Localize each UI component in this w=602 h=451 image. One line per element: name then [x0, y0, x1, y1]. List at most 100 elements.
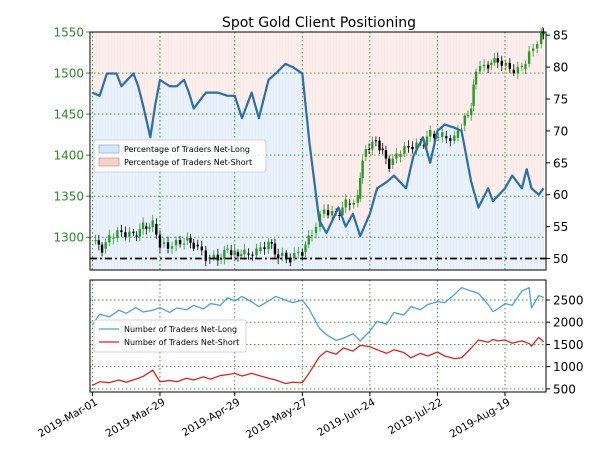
candle-body: [527, 51, 531, 64]
candle-body: [94, 240, 97, 242]
net-short-band: [227, 32, 236, 96]
net-long-band: [386, 178, 395, 270]
candle-body: [361, 160, 364, 179]
net-short-band: [531, 32, 540, 192]
legend-entry: Percentage of Traders Net-Long: [124, 145, 250, 154]
y-right-tick-label: 80: [553, 61, 568, 75]
candle-body: [124, 232, 127, 237]
candle-body: [478, 66, 482, 72]
y-right-tick-label: 60: [553, 188, 568, 202]
candle-body: [226, 248, 229, 250]
net-short-band: [92, 32, 101, 95]
candle-body: [189, 237, 192, 243]
candle-body: [512, 69, 516, 74]
net-long-band: [538, 191, 545, 270]
candle-body: [456, 130, 460, 138]
candle-body: [273, 243, 277, 255]
candle-body: [108, 235, 111, 243]
candle-body: [539, 32, 543, 44]
net-long-band: [526, 178, 533, 270]
x-tick-label: 2019-Jul-22: [386, 396, 445, 437]
net-long-band: [285, 65, 294, 270]
net-short-band: [292, 32, 303, 71]
net-long-band: [258, 98, 270, 271]
net-short-count-line: [92, 336, 545, 386]
candle-body: [192, 242, 195, 249]
candle-body: [472, 84, 475, 106]
net-long-band: [302, 108, 311, 271]
candle-body: [293, 253, 296, 259]
candle-body: [463, 115, 466, 126]
net-long-band: [217, 94, 229, 271]
candle-body: [326, 210, 330, 216]
net-short-band: [159, 32, 171, 84]
x-tick-label: 2019-Mar-01: [36, 396, 100, 440]
net-short-band: [188, 32, 195, 101]
net-short-band: [326, 32, 340, 221]
candle-body: [247, 253, 250, 255]
net-long-band: [169, 86, 178, 270]
y-right-tick-label: 85: [553, 29, 568, 43]
bottom-plot-frame: [89, 279, 547, 393]
net-short-band: [176, 32, 185, 84]
candle-body: [223, 249, 226, 259]
candle-body: [267, 241, 270, 250]
candle-body: [182, 243, 186, 245]
net-long-band: [133, 79, 139, 270]
legend-box: [93, 139, 267, 173]
net-long-band: [184, 86, 190, 270]
candle-body: [186, 237, 189, 241]
net-short-band: [285, 32, 294, 66]
net-short-band: [377, 32, 388, 186]
candle-body: [378, 140, 381, 151]
candle-body: [97, 240, 101, 245]
net-long-band: [150, 121, 156, 270]
net-short-band: [143, 32, 151, 122]
candle-body: [441, 132, 444, 138]
candle-body: [348, 203, 351, 205]
candle-body: [132, 231, 135, 233]
y-right-tick-label: 70: [553, 124, 568, 138]
net-short-band: [106, 32, 118, 74]
candle-body: [281, 252, 284, 257]
net-long-band: [92, 94, 101, 271]
candle-body: [364, 149, 368, 157]
net-long-band: [394, 181, 407, 270]
candle-body: [496, 58, 499, 63]
candle-body: [233, 250, 236, 256]
candle-body: [145, 226, 148, 229]
net-short-band: [338, 32, 347, 218]
net-long-band: [138, 95, 144, 270]
net-short-band: [386, 32, 395, 179]
candle-body: [263, 247, 266, 250]
net-long-band: [352, 225, 361, 270]
net-long-band: [326, 220, 340, 270]
candle-body: [367, 149, 371, 151]
candle-body: [304, 244, 307, 252]
candle-body: [138, 229, 142, 237]
y-left-tick-label: 1400: [53, 149, 84, 163]
candle-body: [174, 239, 178, 246]
y-right-tick-label: 1500: [553, 338, 584, 352]
candle-body: [422, 145, 425, 147]
candle-body: [162, 242, 166, 244]
candle-body: [535, 43, 539, 49]
net-long-band: [242, 105, 253, 270]
y-left-tick-label: 1550: [53, 26, 84, 40]
candle-body: [445, 136, 448, 139]
net-short-band: [169, 32, 178, 87]
net-long-band: [471, 194, 479, 270]
top-plot-frame: [89, 31, 547, 271]
net-long-band: [159, 83, 171, 270]
candle-body: [356, 195, 360, 203]
net-long-band: [521, 178, 528, 270]
candle-body: [425, 136, 429, 146]
candle-body: [229, 250, 233, 256]
net-short-band: [268, 32, 277, 77]
net-short-band: [526, 32, 533, 179]
candle-body: [474, 71, 478, 85]
candle-body: [500, 60, 503, 66]
net-short-band: [184, 32, 190, 87]
net-long-band: [413, 146, 424, 270]
candle-body: [285, 252, 288, 259]
